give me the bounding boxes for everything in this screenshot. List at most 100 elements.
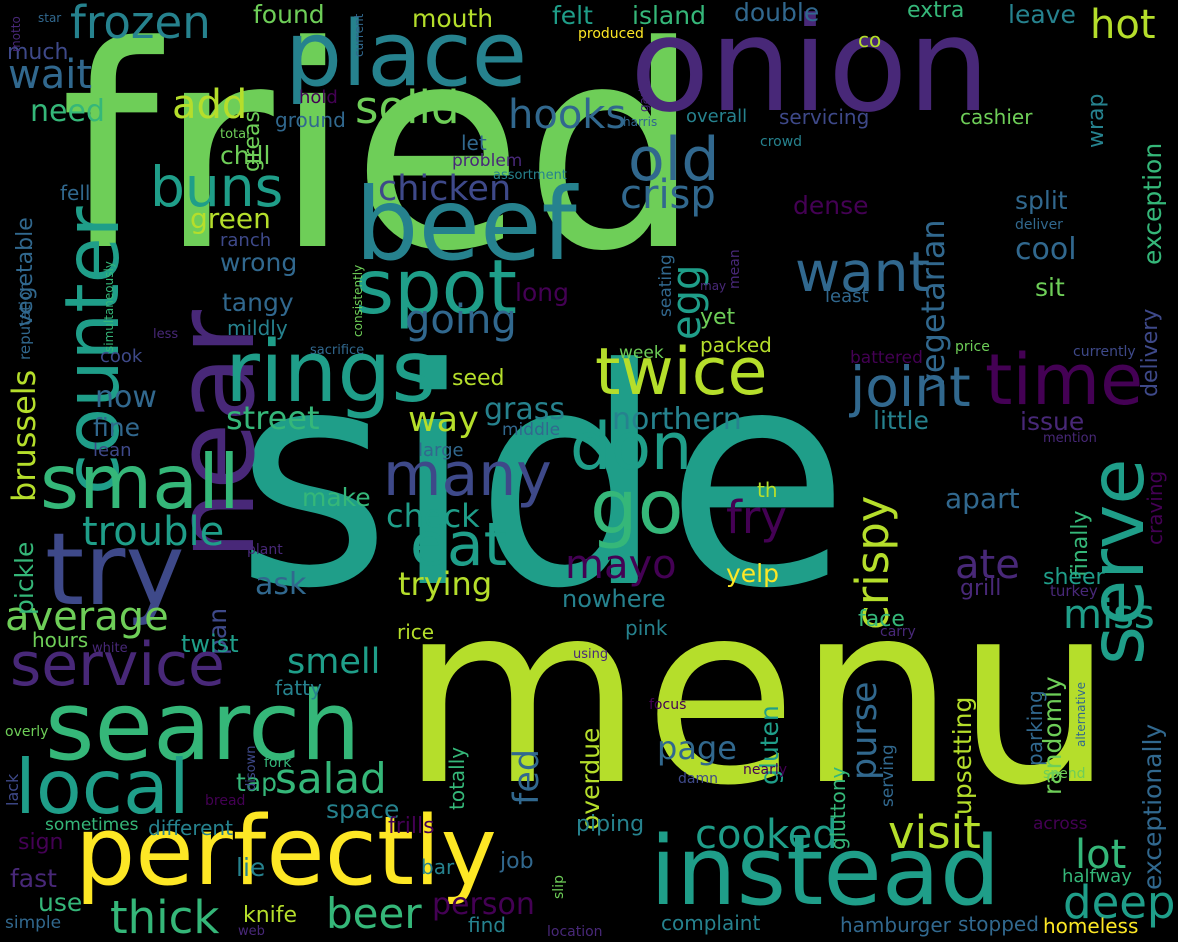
word-total: total [220, 127, 250, 142]
word-upsetting: upsetting [948, 696, 977, 815]
word-hot: hot [1090, 2, 1156, 48]
word-fast: fast [10, 864, 57, 893]
word-fed: fed [507, 748, 547, 805]
word-green: green [190, 202, 271, 235]
word-old: old [628, 125, 720, 195]
word-mildly: mildly [227, 316, 288, 340]
word-serving: serving [878, 744, 898, 807]
word-ground: ground [275, 108, 346, 132]
word-average: average [5, 594, 169, 640]
word-sometimes: sometimes [45, 815, 139, 835]
word-time: time [985, 339, 1144, 421]
word-fry: fry [726, 491, 787, 544]
word-using: using [573, 647, 609, 662]
word-nowhere: nowhere [562, 585, 666, 613]
word-yelp: yelp [726, 559, 779, 588]
word-twist: twist [181, 630, 239, 658]
word-instead: instead [650, 817, 1001, 927]
word-check: check [386, 497, 480, 535]
word-white: white [92, 641, 128, 656]
word-many: many [383, 440, 552, 510]
word-exceptionally: exceptionally [1138, 723, 1167, 890]
word-frozen: frozen [70, 0, 211, 49]
word-place: place [285, 2, 528, 107]
word-chicken: chicken [378, 169, 512, 209]
word-wrap: wrap [1084, 93, 1109, 148]
word-felt: felt [552, 1, 593, 30]
word-different: different [148, 816, 233, 840]
word-street: street [226, 399, 320, 437]
word-eat: eat [410, 510, 508, 580]
word-delivery: delivery [1138, 308, 1163, 397]
word-need: need [30, 94, 105, 129]
word-use: use [38, 888, 83, 917]
word-complaint: complaint [661, 911, 761, 935]
word-wrong: wrong [220, 248, 298, 277]
word-seed: seed [452, 366, 505, 391]
word-bar: bar [421, 855, 455, 879]
word-deep: deep [1063, 876, 1176, 929]
word-frills: frills [388, 814, 435, 839]
word-want: want [795, 240, 931, 304]
word-crisp: crisp [620, 172, 716, 218]
word-garlic: garlic [637, 78, 651, 112]
word-way: way [408, 400, 479, 440]
word-hamburger: hamburger [840, 913, 951, 937]
word-harris: harris [623, 115, 658, 129]
word-piping: piping [576, 812, 645, 837]
word-slip: slip [551, 875, 567, 899]
word-leave: leave [1008, 0, 1076, 29]
word-craving: craving [1143, 470, 1167, 545]
word-chill: chill [220, 141, 271, 170]
word-assortment: assortment [493, 168, 567, 183]
word-sacrifice: sacrifice [310, 343, 365, 358]
word-spend: spend [1043, 766, 1086, 782]
word-cook: cook [100, 346, 143, 367]
word-current: current [352, 13, 366, 57]
word-large: large [418, 440, 464, 461]
word-bread: bread [205, 793, 246, 809]
word-simultaneously: simultaneously [102, 261, 116, 352]
word-go: go [590, 463, 684, 551]
word-halfway: halfway [1062, 866, 1132, 887]
word-beer: beer [326, 889, 422, 938]
word-spot: spot [355, 243, 517, 331]
word-lean: lean [93, 440, 132, 461]
word-perfectly: perfectly [75, 797, 497, 907]
word-menu: menu [400, 549, 1115, 840]
word-side: side [235, 305, 850, 654]
word-homeless: homeless [1043, 914, 1139, 938]
word-tangy: tangy [222, 288, 294, 317]
word-disown: disown [244, 745, 259, 791]
word-problem: problem [452, 151, 523, 171]
word-reputation: reputation [16, 282, 34, 360]
word-hooks: hooks [508, 92, 627, 138]
word-pink: pink [625, 616, 668, 640]
word-stopped: stopped [958, 912, 1039, 936]
word-trouble: trouble [82, 509, 225, 555]
word-gluttony: gluttony [826, 766, 850, 850]
word-beef: beef [355, 166, 577, 283]
word-add: add [172, 82, 248, 128]
word-middle: middle [502, 420, 561, 440]
word-battered: battered [850, 348, 923, 368]
word-yet: yet [700, 305, 736, 330]
word-parking: parking [1023, 690, 1047, 766]
word-mouth: mouth [412, 4, 494, 33]
word-don: don [570, 410, 693, 485]
word-person: person [432, 887, 535, 922]
word-co: co [858, 28, 882, 52]
word-let: let [461, 131, 487, 155]
word-going: going [405, 297, 517, 343]
word-local: local [15, 743, 190, 831]
word-split: split [1015, 186, 1068, 215]
word-grill: grill [960, 576, 1002, 601]
word-less: less [153, 327, 179, 342]
word-lot: lot [1075, 832, 1127, 878]
word-ranch: ranch [220, 230, 272, 251]
word-exception: exception [1138, 142, 1167, 265]
word-thick: thick [110, 891, 220, 942]
word-simple: simple [5, 913, 62, 933]
word-find: find [468, 913, 506, 937]
